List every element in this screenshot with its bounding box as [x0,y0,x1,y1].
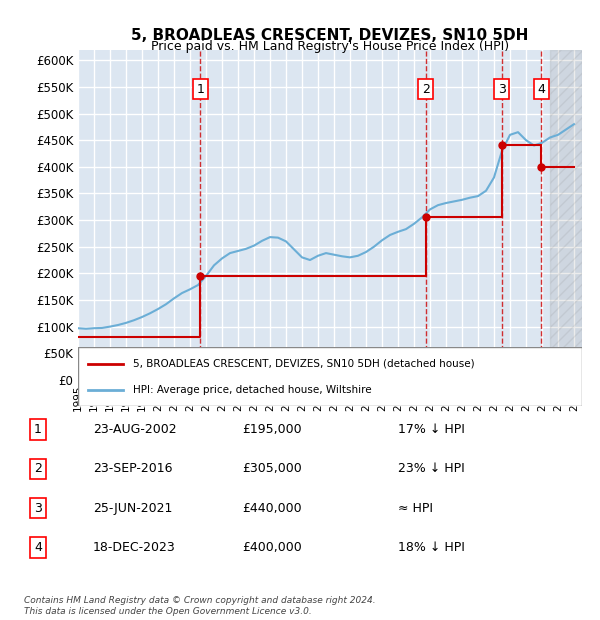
FancyBboxPatch shape [78,347,582,406]
Text: £440,000: £440,000 [242,502,302,515]
Text: 4: 4 [538,82,545,95]
Text: £400,000: £400,000 [242,541,302,554]
Text: 25-JUN-2021: 25-JUN-2021 [92,502,172,515]
Text: 17% ↓ HPI: 17% ↓ HPI [398,423,465,436]
Text: HPI: Average price, detached house, Wiltshire: HPI: Average price, detached house, Wilt… [133,384,372,394]
Text: 3: 3 [34,502,42,515]
Text: 18-DEC-2023: 18-DEC-2023 [92,541,175,554]
Text: £195,000: £195,000 [242,423,302,436]
Text: 5, BROADLEAS CRESCENT, DEVIZES, SN10 5DH: 5, BROADLEAS CRESCENT, DEVIZES, SN10 5DH [131,28,529,43]
Text: 5, BROADLEAS CRESCENT, DEVIZES, SN10 5DH (detached house): 5, BROADLEAS CRESCENT, DEVIZES, SN10 5DH… [133,359,475,369]
Text: 1: 1 [196,82,204,95]
Text: 4: 4 [34,541,42,554]
Text: 1: 1 [34,423,42,436]
Text: Contains HM Land Registry data © Crown copyright and database right 2024.
This d: Contains HM Land Registry data © Crown c… [24,596,376,616]
Text: 23-SEP-2016: 23-SEP-2016 [92,463,172,476]
Text: 2: 2 [422,82,430,95]
Text: Price paid vs. HM Land Registry's House Price Index (HPI): Price paid vs. HM Land Registry's House … [151,40,509,53]
Text: 23% ↓ HPI: 23% ↓ HPI [398,463,464,476]
Text: 23-AUG-2002: 23-AUG-2002 [92,423,176,436]
Text: 3: 3 [498,82,506,95]
Text: 18% ↓ HPI: 18% ↓ HPI [398,541,465,554]
Text: 2: 2 [34,463,42,476]
Text: ≈ HPI: ≈ HPI [398,502,433,515]
Text: £305,000: £305,000 [242,463,302,476]
